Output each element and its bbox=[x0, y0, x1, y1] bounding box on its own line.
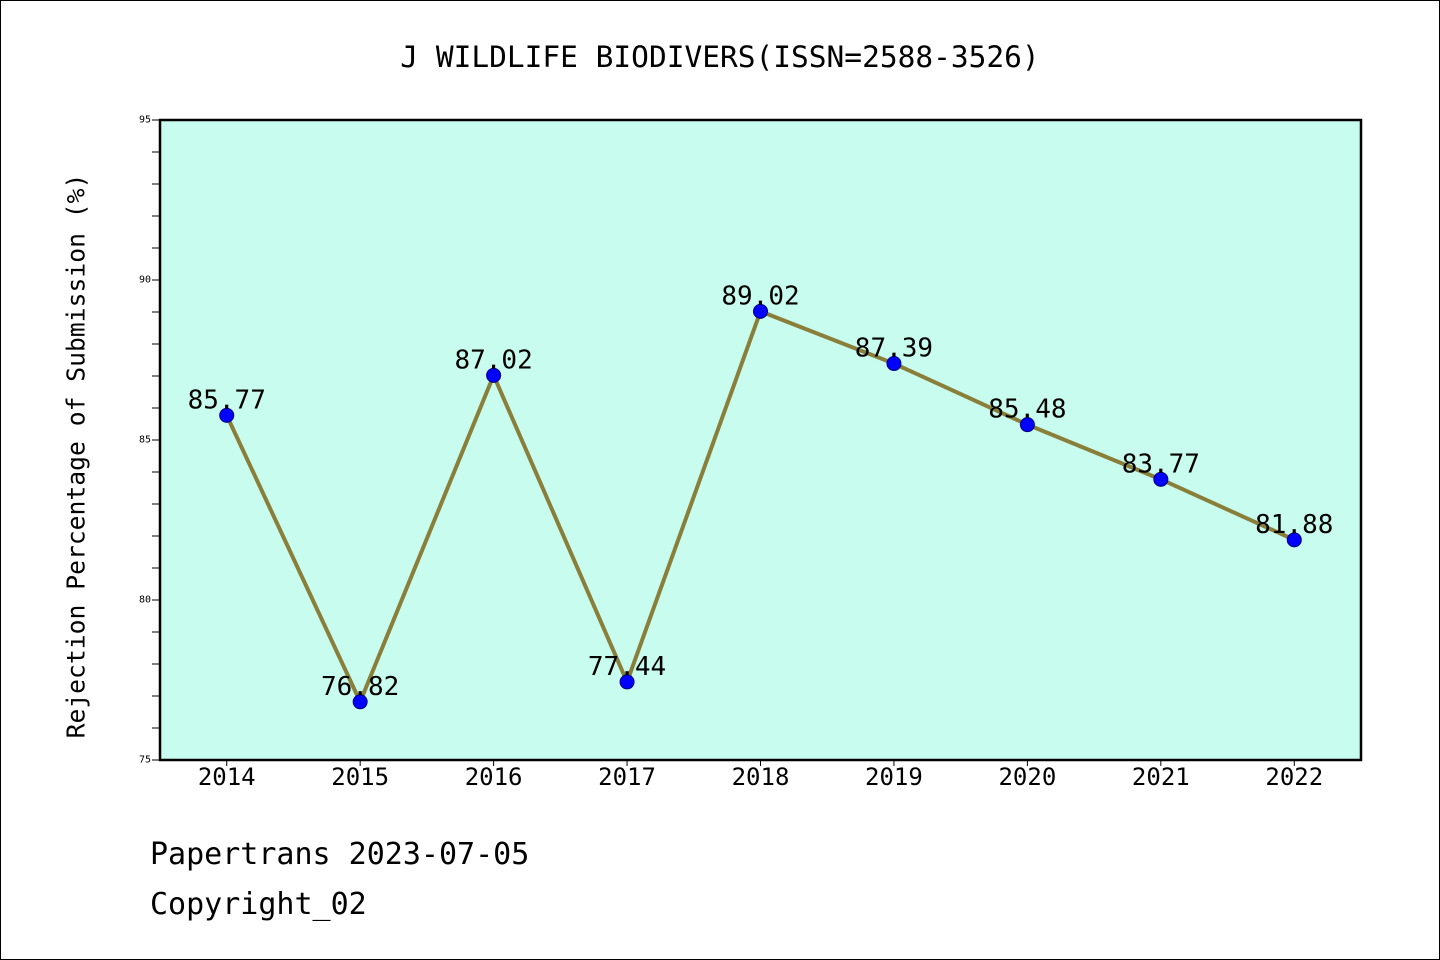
data-point bbox=[619, 674, 635, 690]
y-axis-ticks: 75 80 85 90 95 bbox=[139, 115, 160, 766]
y-axis-label: Rejection Percentage of Submission (%) bbox=[62, 174, 91, 739]
data-label: 87.02 bbox=[454, 345, 532, 375]
data-label: 81.88 bbox=[1255, 510, 1333, 540]
x-tick-label: 2022 bbox=[1265, 763, 1323, 791]
x-tick-label: 2016 bbox=[465, 763, 523, 791]
data-point bbox=[1019, 417, 1035, 433]
data-point bbox=[1153, 471, 1169, 487]
data-label: 85.77 bbox=[188, 385, 266, 415]
x-tick-label: 2019 bbox=[865, 763, 923, 791]
data-point bbox=[886, 356, 902, 372]
x-tick-label: 2020 bbox=[998, 763, 1056, 791]
y-tick-label: 75 bbox=[139, 755, 151, 766]
y-tick-label: 90 bbox=[139, 275, 151, 286]
data-label: 77.44 bbox=[588, 652, 666, 682]
plot-frame bbox=[158, 118, 1363, 762]
x-tick-label: 2018 bbox=[732, 763, 790, 791]
data-label: 85.48 bbox=[988, 395, 1066, 425]
plot-area bbox=[160, 120, 1361, 760]
data-point bbox=[352, 694, 368, 710]
y-tick-label: 80 bbox=[139, 595, 151, 606]
x-tick-label: 2017 bbox=[598, 763, 656, 791]
footer-source: Papertrans 2023-07-05 bbox=[150, 837, 529, 872]
data-label: 87.39 bbox=[855, 334, 933, 364]
x-tick-label: 2015 bbox=[331, 763, 389, 791]
data-point bbox=[753, 303, 768, 319]
data-point bbox=[1286, 532, 1302, 548]
y-tick-label: 85 bbox=[139, 435, 151, 446]
y-tick-label: 95 bbox=[139, 115, 151, 126]
x-axis-ticks: 2014 2015 2016 2017 2018 2019 2020 2021 2022 bbox=[198, 760, 1323, 791]
data-point bbox=[486, 367, 502, 383]
chart-title: J WILDLIFE BIODIVERS(ISSN=2588-3526) bbox=[400, 40, 1039, 74]
footer-copyright: Copyright_02 bbox=[150, 887, 367, 922]
x-tick-label: 2014 bbox=[198, 763, 256, 791]
data-label: 76.82 bbox=[321, 672, 399, 702]
data-label: 89.02 bbox=[721, 281, 799, 311]
series-layer: 85.77 76.82 87.02 77.44 89.02 87.39 85.48 83.77… bbox=[188, 281, 1333, 710]
x-tick-label: 2021 bbox=[1132, 763, 1190, 791]
data-label: 83.77 bbox=[1122, 449, 1200, 479]
data-point bbox=[219, 407, 235, 423]
